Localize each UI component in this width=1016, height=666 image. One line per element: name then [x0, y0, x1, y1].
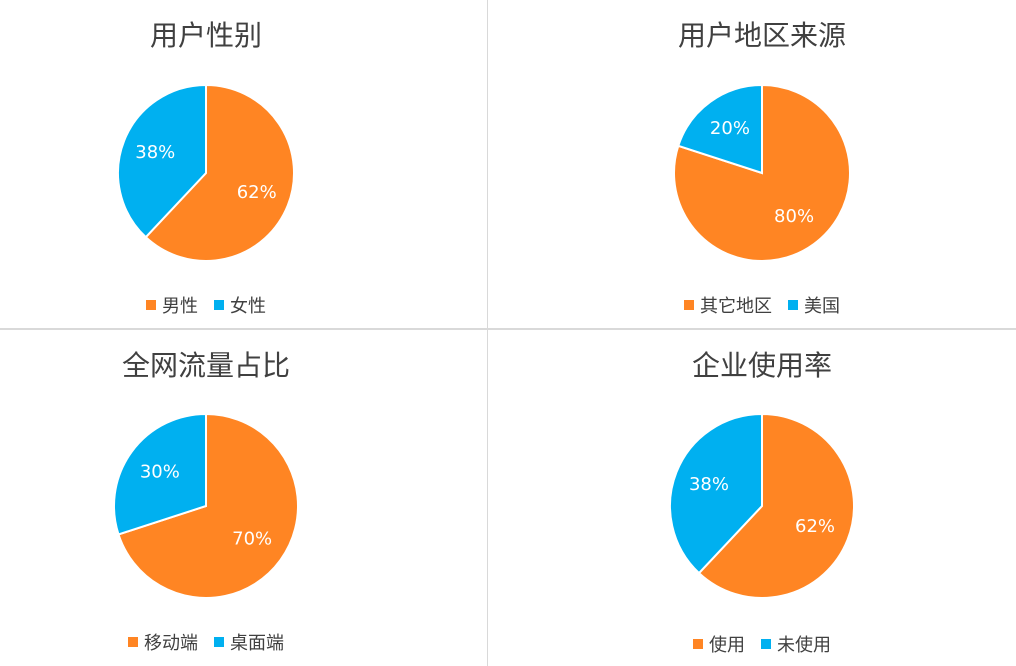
legend-label: 使用	[709, 635, 745, 656]
legend-label: 未使用	[777, 635, 831, 656]
pie-chart: 62% 38%	[117, 83, 295, 262]
legend-swatch	[788, 300, 798, 310]
legend-label: 美国	[804, 296, 840, 317]
legend-swatch	[214, 300, 224, 310]
pie-slice-1	[113, 412, 207, 536]
legend-label: 移动端	[144, 633, 198, 654]
legend-label: 女性	[230, 296, 266, 317]
legend-label: 其它地区	[700, 296, 772, 317]
legend-swatch	[761, 639, 771, 649]
pie-slice-1	[669, 412, 763, 575]
pie-slice-1	[677, 83, 763, 175]
pie-data-label-0: 80%	[774, 206, 814, 227]
legend-item: 其它地区	[684, 292, 772, 318]
pie-chart: 80% 20%	[673, 83, 851, 262]
legend-item: 女性	[214, 292, 266, 318]
pie-chart: 70% 30%	[113, 412, 299, 599]
pie-slice-0	[144, 83, 295, 262]
legend-swatch	[684, 300, 694, 310]
legend-item: 移动端	[128, 629, 198, 655]
pie-data-label-1: 38%	[135, 142, 175, 163]
vertical-divider	[487, 0, 488, 666]
chart-legend: 其它地区 美国	[488, 292, 1016, 318]
pie-slice-0	[697, 412, 855, 599]
pie-data-label-1: 38%	[689, 474, 729, 495]
chart-title: 全网流量占比	[121, 349, 290, 382]
chart-title: 用户性别	[149, 19, 262, 52]
chart-legend: 移动端 桌面端	[0, 629, 412, 655]
pie-data-label-0: 62%	[795, 516, 835, 537]
legend-swatch	[128, 637, 138, 647]
pie-data-label-1: 30%	[140, 461, 180, 482]
legend-swatch	[693, 639, 703, 649]
chart-title: 用户地区来源	[677, 19, 846, 52]
chart-title: 企业使用率	[691, 349, 832, 382]
legend-item: 男性	[146, 292, 198, 318]
legend-item: 美国	[788, 292, 840, 318]
pie-data-label-0: 70%	[232, 529, 272, 550]
chart-panel-traffic: 全网流量占比 70% 30% 移动端 桌面端	[0, 330, 412, 666]
legend-swatch	[214, 637, 224, 647]
legend-swatch	[146, 300, 156, 310]
pie-slice-1	[117, 83, 207, 239]
legend-label: 男性	[162, 296, 198, 317]
chart-panel-enterprise: 企业使用率 62% 38% 使用 未使用	[488, 330, 1016, 666]
pie-data-label-1: 20%	[710, 118, 750, 139]
legend-label: 桌面端	[230, 633, 284, 654]
pie-chart: 62% 38%	[669, 412, 855, 599]
chart-legend: 男性 女性	[0, 292, 412, 318]
legend-item: 未使用	[761, 631, 831, 657]
chart-panel-gender: 用户性别 62% 38% 男性 女性	[0, 0, 412, 328]
pie-data-label-0: 62%	[237, 182, 277, 203]
horizontal-divider	[0, 328, 1016, 330]
chart-legend: 使用 未使用	[488, 631, 1016, 657]
legend-item: 使用	[693, 631, 745, 657]
chart-panel-region: 用户地区来源 80% 20% 其它地区 美国	[488, 0, 1016, 328]
legend-item: 桌面端	[214, 629, 284, 655]
pie-slice-0	[117, 412, 299, 599]
